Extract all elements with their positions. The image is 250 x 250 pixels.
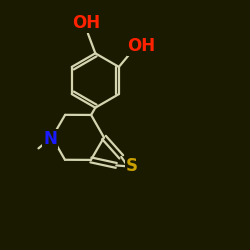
Text: S: S xyxy=(126,157,138,175)
Text: OH: OH xyxy=(72,14,101,32)
Text: OH: OH xyxy=(128,37,156,55)
Text: N: N xyxy=(43,130,57,148)
